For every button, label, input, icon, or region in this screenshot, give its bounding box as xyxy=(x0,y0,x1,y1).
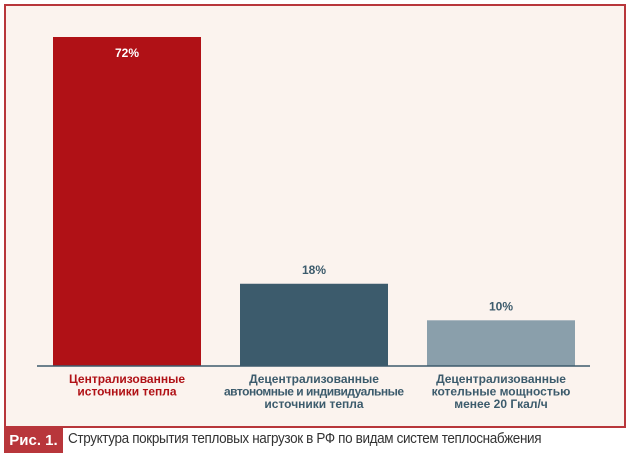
category-label: источники тепла xyxy=(77,385,177,399)
figure-label: Рис. 1. xyxy=(4,426,63,453)
category-label: автономные и индивидуальные xyxy=(224,385,404,399)
bar xyxy=(53,37,201,366)
data-label: 18% xyxy=(302,263,326,277)
category-label: Децентрализованные xyxy=(436,372,566,386)
data-label: 72% xyxy=(115,46,139,60)
category-label: Централизованные xyxy=(69,372,185,386)
figure-caption: Структура покрытия тепловых нагрузок в Р… xyxy=(68,430,542,447)
category-label: Децентрализованные xyxy=(249,372,379,386)
category-label: источники тепла xyxy=(264,397,364,411)
bar xyxy=(240,283,388,366)
bar xyxy=(427,320,575,366)
data-label: 10% xyxy=(489,299,513,313)
category-label: котельные мощностью xyxy=(432,385,571,399)
category-label: менее 20 Гкал/ч xyxy=(454,397,548,411)
